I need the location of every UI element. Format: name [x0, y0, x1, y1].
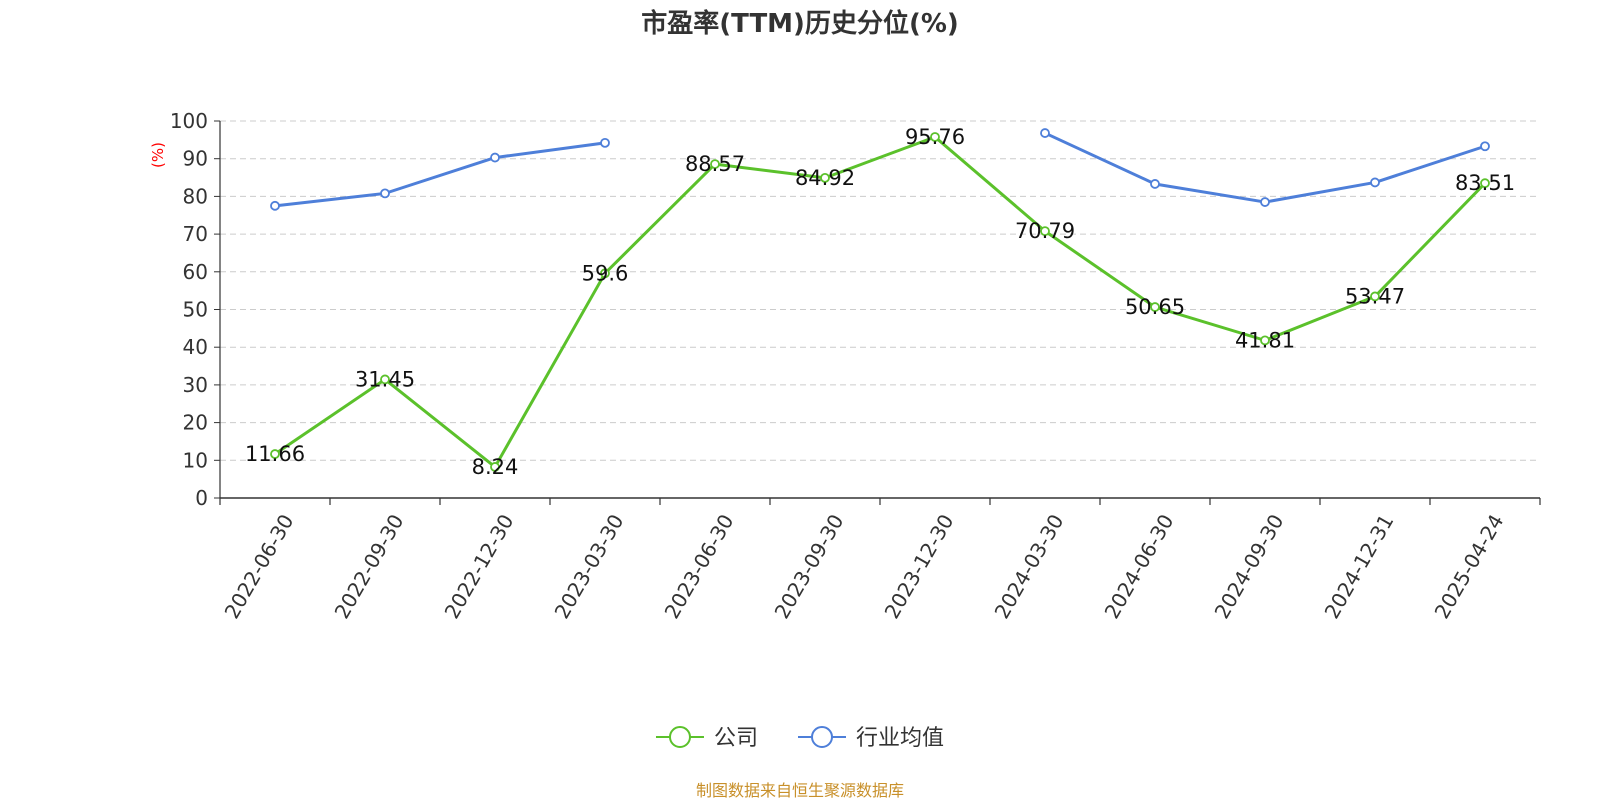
- data-label: 70.79: [1015, 219, 1075, 243]
- company-point: [820, 172, 830, 183]
- y-axis-unit-label: (%): [149, 142, 167, 168]
- industry-point: [490, 152, 500, 163]
- data-label: 11.66: [245, 442, 305, 466]
- legend-item[interactable]: 公司: [655, 726, 758, 751]
- x-tick-label: 2023-12-30: [880, 510, 959, 623]
- legend-circle-icon: [668, 726, 691, 748]
- industry-point: [1480, 141, 1490, 152]
- company-point: [1150, 302, 1160, 312]
- x-tick-label: 2022-12-30: [440, 510, 519, 623]
- data-label: 95.76: [905, 125, 965, 149]
- legend-label: 公司: [714, 726, 758, 751]
- x-tick-label: 2022-06-30: [220, 510, 299, 623]
- y-tick-label: 90: [183, 147, 208, 171]
- data-label: 53.47: [1345, 284, 1405, 308]
- company-point: [1260, 335, 1270, 346]
- legend-circle-icon: [811, 726, 833, 748]
- chart-title: 市盈率(TTM)历史分位(%): [641, 8, 959, 39]
- data-label: 31.45: [355, 367, 415, 391]
- company-point: [1040, 226, 1050, 237]
- y-tick-label: 10: [183, 448, 208, 472]
- data-label: 83.51: [1455, 171, 1515, 195]
- industry-point: [380, 188, 390, 199]
- x-tick-label: 2023-06-30: [660, 510, 739, 623]
- industry-point: [600, 137, 610, 148]
- data-label: 59.6: [582, 261, 629, 285]
- x-tick-label: 2023-03-30: [550, 510, 629, 623]
- x-tick-label: 2024-03-30: [990, 510, 1069, 623]
- data-label: 8.24: [472, 455, 519, 479]
- y-tick-label: 30: [183, 373, 208, 397]
- industry-point: [270, 200, 280, 211]
- y-tick-label: 60: [183, 260, 208, 284]
- company-point: [1480, 178, 1490, 189]
- company-line: [274, 135, 1487, 469]
- company-point: [1370, 291, 1380, 302]
- y-tick-label: 40: [183, 335, 208, 359]
- legend: 公司 行业均值: [655, 726, 944, 751]
- x-tick-label: 2024-09-30: [1210, 510, 1289, 623]
- x-tick-label: 2022-09-30: [330, 510, 409, 623]
- company-point: [930, 132, 940, 142]
- industry-point: [1150, 179, 1160, 189]
- company-point: [710, 159, 720, 169]
- y-tick-label: 70: [183, 222, 208, 246]
- x-tick-label: 2025-04-24: [1430, 510, 1509, 623]
- data-labels: 11.66 31.45 8.24 59.6 88.57 84.92 95.76 70.79 50…: [245, 125, 1515, 479]
- company-point: [490, 462, 500, 472]
- data-label: 84.92: [795, 166, 855, 190]
- grid-lines: [220, 120, 1540, 461]
- legend-item[interactable]: 行业均值: [798, 726, 944, 751]
- company-point: [380, 374, 390, 385]
- industry-point: [1260, 197, 1270, 207]
- x-tick-label: 2024-12-31: [1320, 510, 1399, 623]
- y-tick-label: 100: [170, 109, 208, 133]
- company-point: [600, 268, 610, 279]
- data-label: 88.57: [685, 152, 745, 176]
- x-tick-label: 2023-09-30: [770, 510, 849, 623]
- y-tick-label: 0: [195, 486, 208, 510]
- y-tick-label: 20: [183, 411, 208, 435]
- data-label: 41.81: [1235, 328, 1295, 352]
- series-lines: [270, 128, 1490, 472]
- industry-point: [1370, 177, 1380, 188]
- legend-label: 行业均值: [856, 726, 944, 751]
- source-note: 制图数据来自恒生聚源数据库: [696, 781, 904, 800]
- industry-point: [1040, 128, 1050, 138]
- y-tick-label: 50: [183, 298, 208, 322]
- x-tick-label: 2024-06-30: [1100, 510, 1179, 623]
- company-point: [270, 449, 280, 459]
- y-tick-label: 80: [183, 184, 208, 208]
- industry-line: [1044, 131, 1486, 204]
- industry-line: [274, 141, 606, 208]
- data-label: 50.65: [1125, 295, 1185, 319]
